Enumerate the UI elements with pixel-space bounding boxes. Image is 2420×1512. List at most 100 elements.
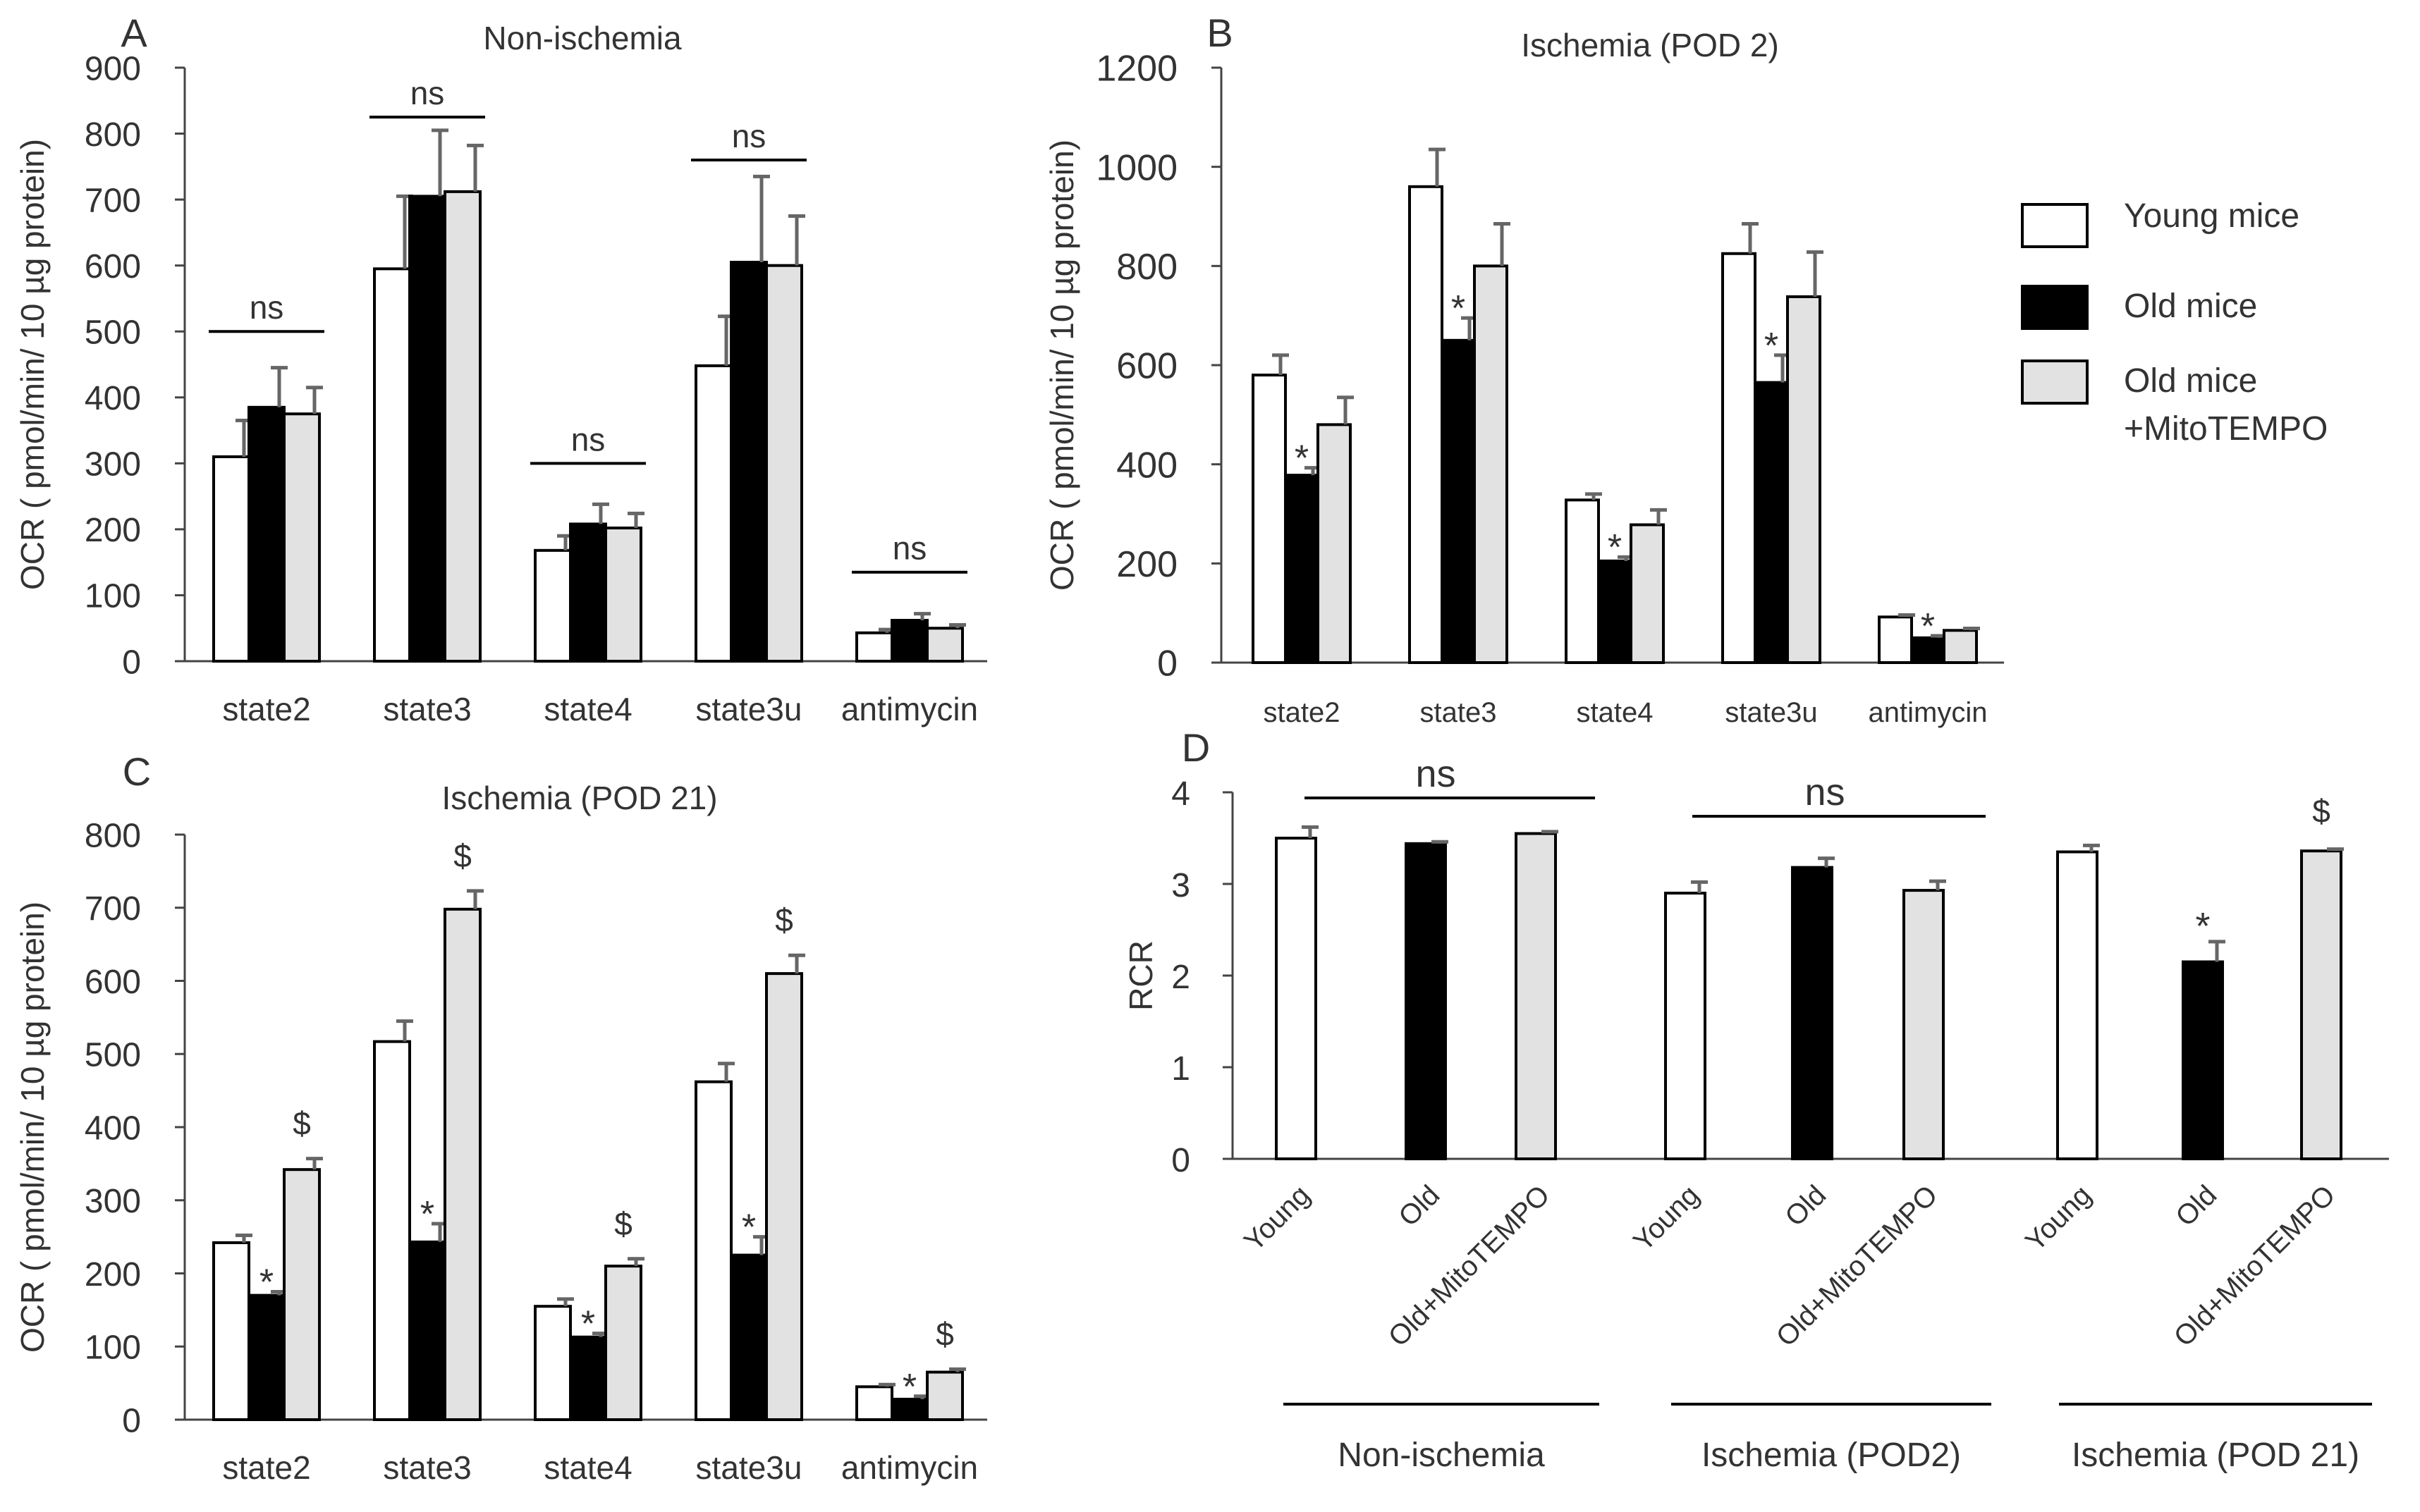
group-label: Ischemia (POD2) — [1701, 1437, 1961, 1474]
bar — [569, 1335, 607, 1421]
bar — [765, 972, 803, 1421]
y-tick-label: 600 — [85, 248, 141, 285]
panel-label: A — [121, 11, 147, 55]
bar — [1405, 842, 1447, 1161]
bar — [2056, 850, 2098, 1160]
y-tick-label: 700 — [85, 890, 141, 928]
category-group-state2 — [1252, 353, 1354, 665]
category-group-state2 — [212, 366, 323, 663]
y-tick-label: 0 — [1171, 1142, 1190, 1179]
bar — [444, 907, 482, 1421]
y-tick-label: 200 — [85, 512, 141, 549]
x-tick-label: state3u — [1725, 697, 1817, 728]
category-group-state3 — [373, 128, 484, 663]
y-tick-label: 400 — [1116, 445, 1178, 486]
bar — [926, 1370, 964, 1421]
bar — [695, 364, 733, 663]
category-group-state2 — [212, 1157, 323, 1422]
bar — [2300, 849, 2342, 1160]
y-tick-label: 600 — [1116, 346, 1178, 387]
x-tick-label: state4 — [544, 691, 632, 727]
bar — [408, 195, 446, 663]
y-tick-label: 200 — [85, 1256, 141, 1293]
significance-label: ns — [732, 118, 766, 154]
y-tick-label: 1000 — [1096, 147, 1178, 188]
bar — [1597, 559, 1632, 664]
bar — [1441, 338, 1476, 664]
y-tick-label: 0 — [122, 644, 141, 681]
category-group-antimycin — [855, 612, 966, 663]
significance-star: * — [903, 1367, 917, 1408]
bar — [1515, 832, 1557, 1160]
bar — [1721, 252, 1756, 664]
y-tick-label: 800 — [85, 116, 141, 154]
chart-title: Ischemia (POD 2) — [1521, 27, 1779, 63]
y-tick-label: 4 — [1171, 775, 1190, 813]
x-tick-label: state3u — [696, 691, 802, 727]
category-group-state4 — [534, 502, 644, 663]
bar — [730, 260, 768, 663]
bar — [373, 267, 411, 663]
legend-swatch-old — [2021, 285, 2089, 330]
y-tick-label: 0 — [1157, 644, 1178, 684]
significance-label: ns — [1415, 753, 1455, 795]
significance-star: * — [420, 1194, 434, 1235]
panel-a: A Non-ischemia OCR ( pmol/min/ 10 µg prote… — [14, 11, 987, 727]
legend-label-young: Young mice — [2124, 197, 2299, 235]
bar — [1252, 374, 1287, 664]
panel-label: B — [1206, 11, 1233, 55]
bar — [695, 1080, 733, 1422]
group-label: Ischemia (POD 21) — [2072, 1437, 2359, 1474]
bar — [1473, 264, 1508, 665]
y-tick-label: 100 — [85, 1329, 141, 1367]
significance-star: * — [1921, 606, 1935, 647]
bar — [1791, 866, 1833, 1160]
y-tick-label: 1200 — [1096, 49, 1178, 90]
bar — [1664, 892, 1706, 1160]
y-axis-title: OCR ( pmol/min/ 10 µg protein) — [1044, 140, 1080, 591]
legend-label-old: Old mice — [2124, 288, 2257, 325]
y-tick-label: 500 — [85, 1037, 141, 1074]
legend-swatch-young — [2021, 203, 2089, 248]
significance-star: * — [581, 1304, 595, 1345]
chart-title: Ischemia (POD 21) — [441, 780, 717, 816]
bar — [604, 527, 642, 663]
x-tick-label: state3 — [1420, 697, 1497, 728]
bar — [408, 1240, 446, 1421]
y-tick-label: 800 — [1116, 247, 1178, 288]
y-axis-title: RCR — [1123, 940, 1159, 1011]
bar — [1408, 185, 1443, 664]
bar — [855, 1385, 893, 1421]
y-tick-label: 2 — [1171, 959, 1190, 996]
bar — [1943, 629, 1978, 664]
y-tick-label: 400 — [85, 380, 141, 417]
significance-dollar: $ — [2312, 793, 2330, 830]
significance-star: * — [259, 1262, 274, 1303]
significance-label: ns — [893, 530, 927, 567]
bar — [1275, 837, 1317, 1160]
y-tick-label: 400 — [85, 1110, 141, 1147]
bar — [1786, 295, 1821, 664]
y-tick-label: 800 — [85, 817, 141, 854]
bar — [926, 627, 964, 663]
rcr-group-2 — [1664, 856, 1946, 1160]
panel-label: C — [123, 749, 151, 794]
category-group-state3 — [373, 889, 484, 1422]
y-tick-label: 900 — [85, 50, 141, 87]
category-group-antimycin — [855, 1367, 966, 1421]
bar — [1284, 474, 1319, 664]
bar — [534, 548, 572, 663]
y-tick-label: 200 — [1116, 544, 1178, 585]
y-tick-label: 1 — [1171, 1050, 1190, 1088]
bar — [765, 264, 803, 663]
bar — [730, 1253, 768, 1421]
significance-dollar: $ — [293, 1105, 311, 1142]
bar — [1630, 523, 1665, 664]
significance-star: * — [1295, 438, 1309, 479]
significance-star: * — [1451, 288, 1465, 329]
significance-star: * — [1608, 527, 1622, 568]
x-tick-label: state3u — [696, 1449, 802, 1486]
x-tick-label: state3 — [383, 691, 471, 727]
